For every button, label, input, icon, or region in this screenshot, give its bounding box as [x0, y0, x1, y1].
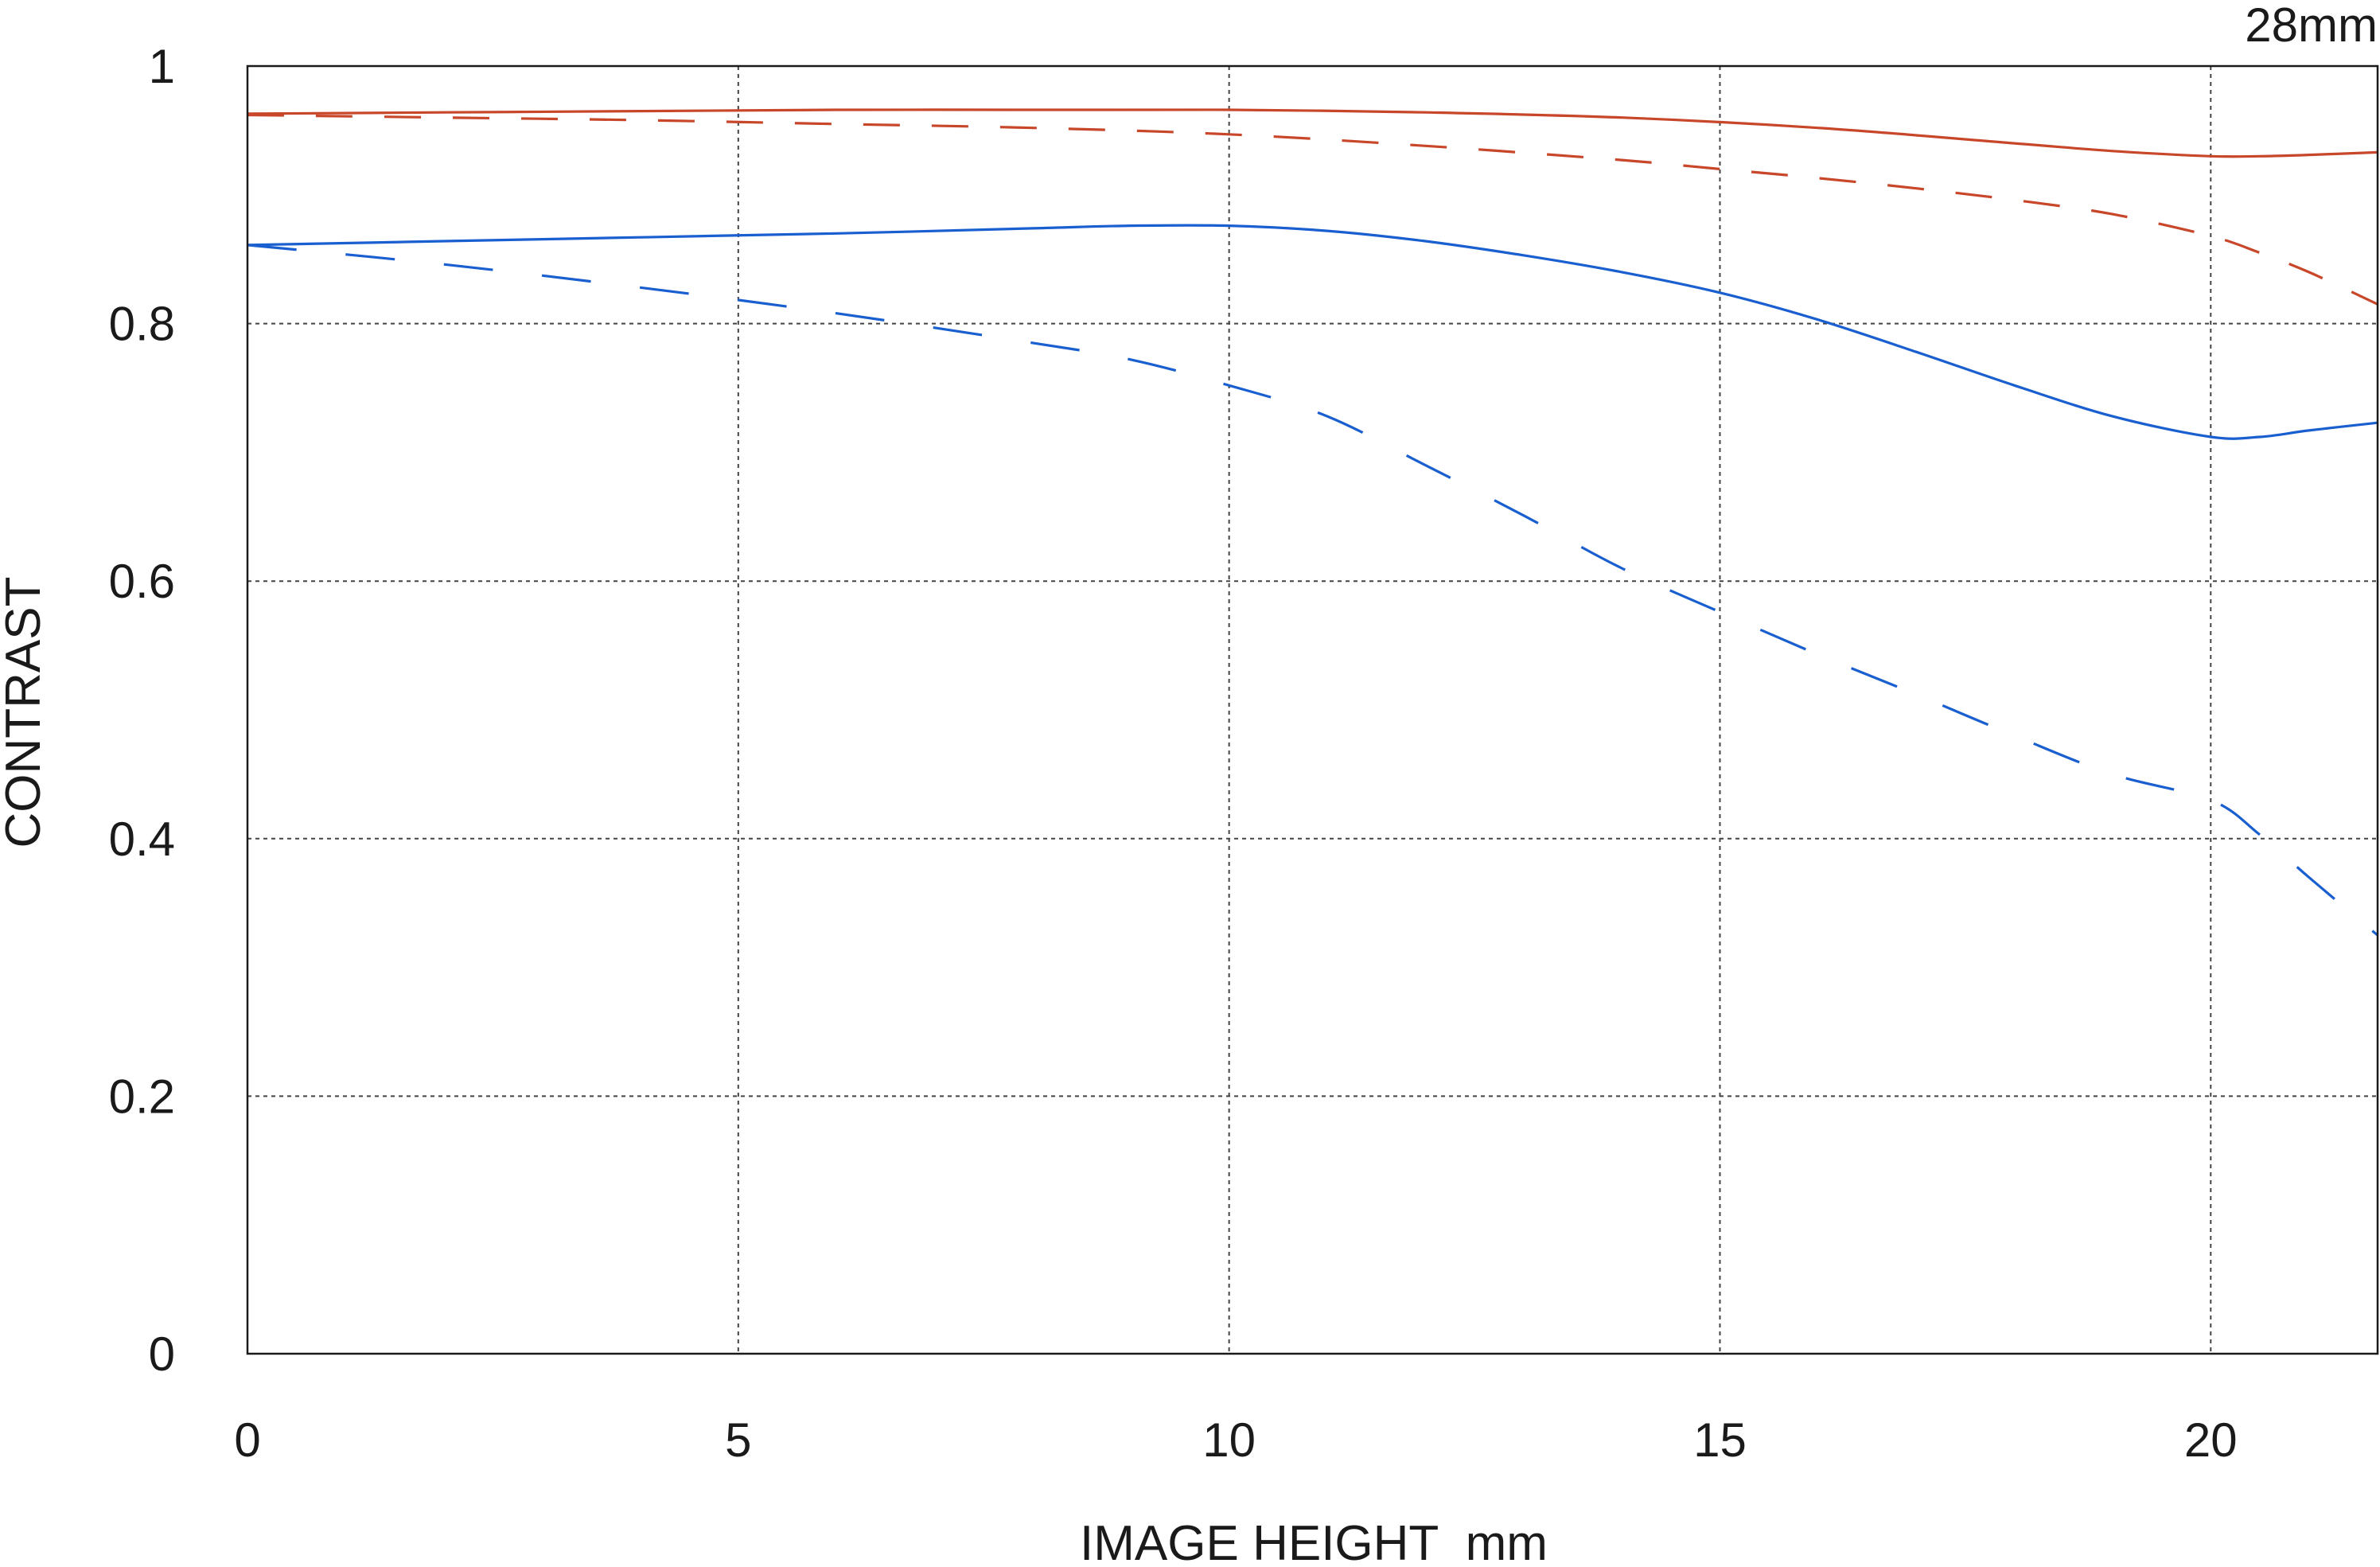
- x-tick-label: 15: [1693, 1413, 1747, 1467]
- grid-lines: [247, 66, 2378, 1354]
- x-tick-label: 20: [2184, 1413, 2238, 1467]
- y-axis-title: CONTRAST: [0, 577, 51, 848]
- x-tick-label: 0: [234, 1413, 260, 1467]
- y-tick-label: 1: [149, 40, 175, 93]
- y-tick-label: 0.2: [109, 1070, 175, 1123]
- y-tick-label: 0.8: [109, 298, 175, 351]
- x-tick-label: 5: [725, 1413, 751, 1467]
- series-line-4: [247, 244, 2379, 937]
- y-tick-label: 0.4: [109, 813, 175, 866]
- plot-frame: [246, 64, 2379, 1355]
- x-axis-title: IMAGE HEIGHT mm: [1080, 1516, 1548, 1563]
- series-line-3: [247, 224, 2378, 440]
- series-line-2: [247, 113, 2378, 306]
- tick-labels: 0 5 10 15 20 0 0.2 0.4 0.6 0.8 1: [109, 40, 2238, 1467]
- series-lines: [247, 108, 2379, 937]
- series-line-1: [247, 108, 2378, 158]
- y-tick-label: 0: [149, 1327, 175, 1381]
- chart-title: 28mm: [2245, 0, 2378, 52]
- x-tick-label: 10: [1202, 1413, 1256, 1467]
- y-tick-label: 0.6: [109, 555, 175, 608]
